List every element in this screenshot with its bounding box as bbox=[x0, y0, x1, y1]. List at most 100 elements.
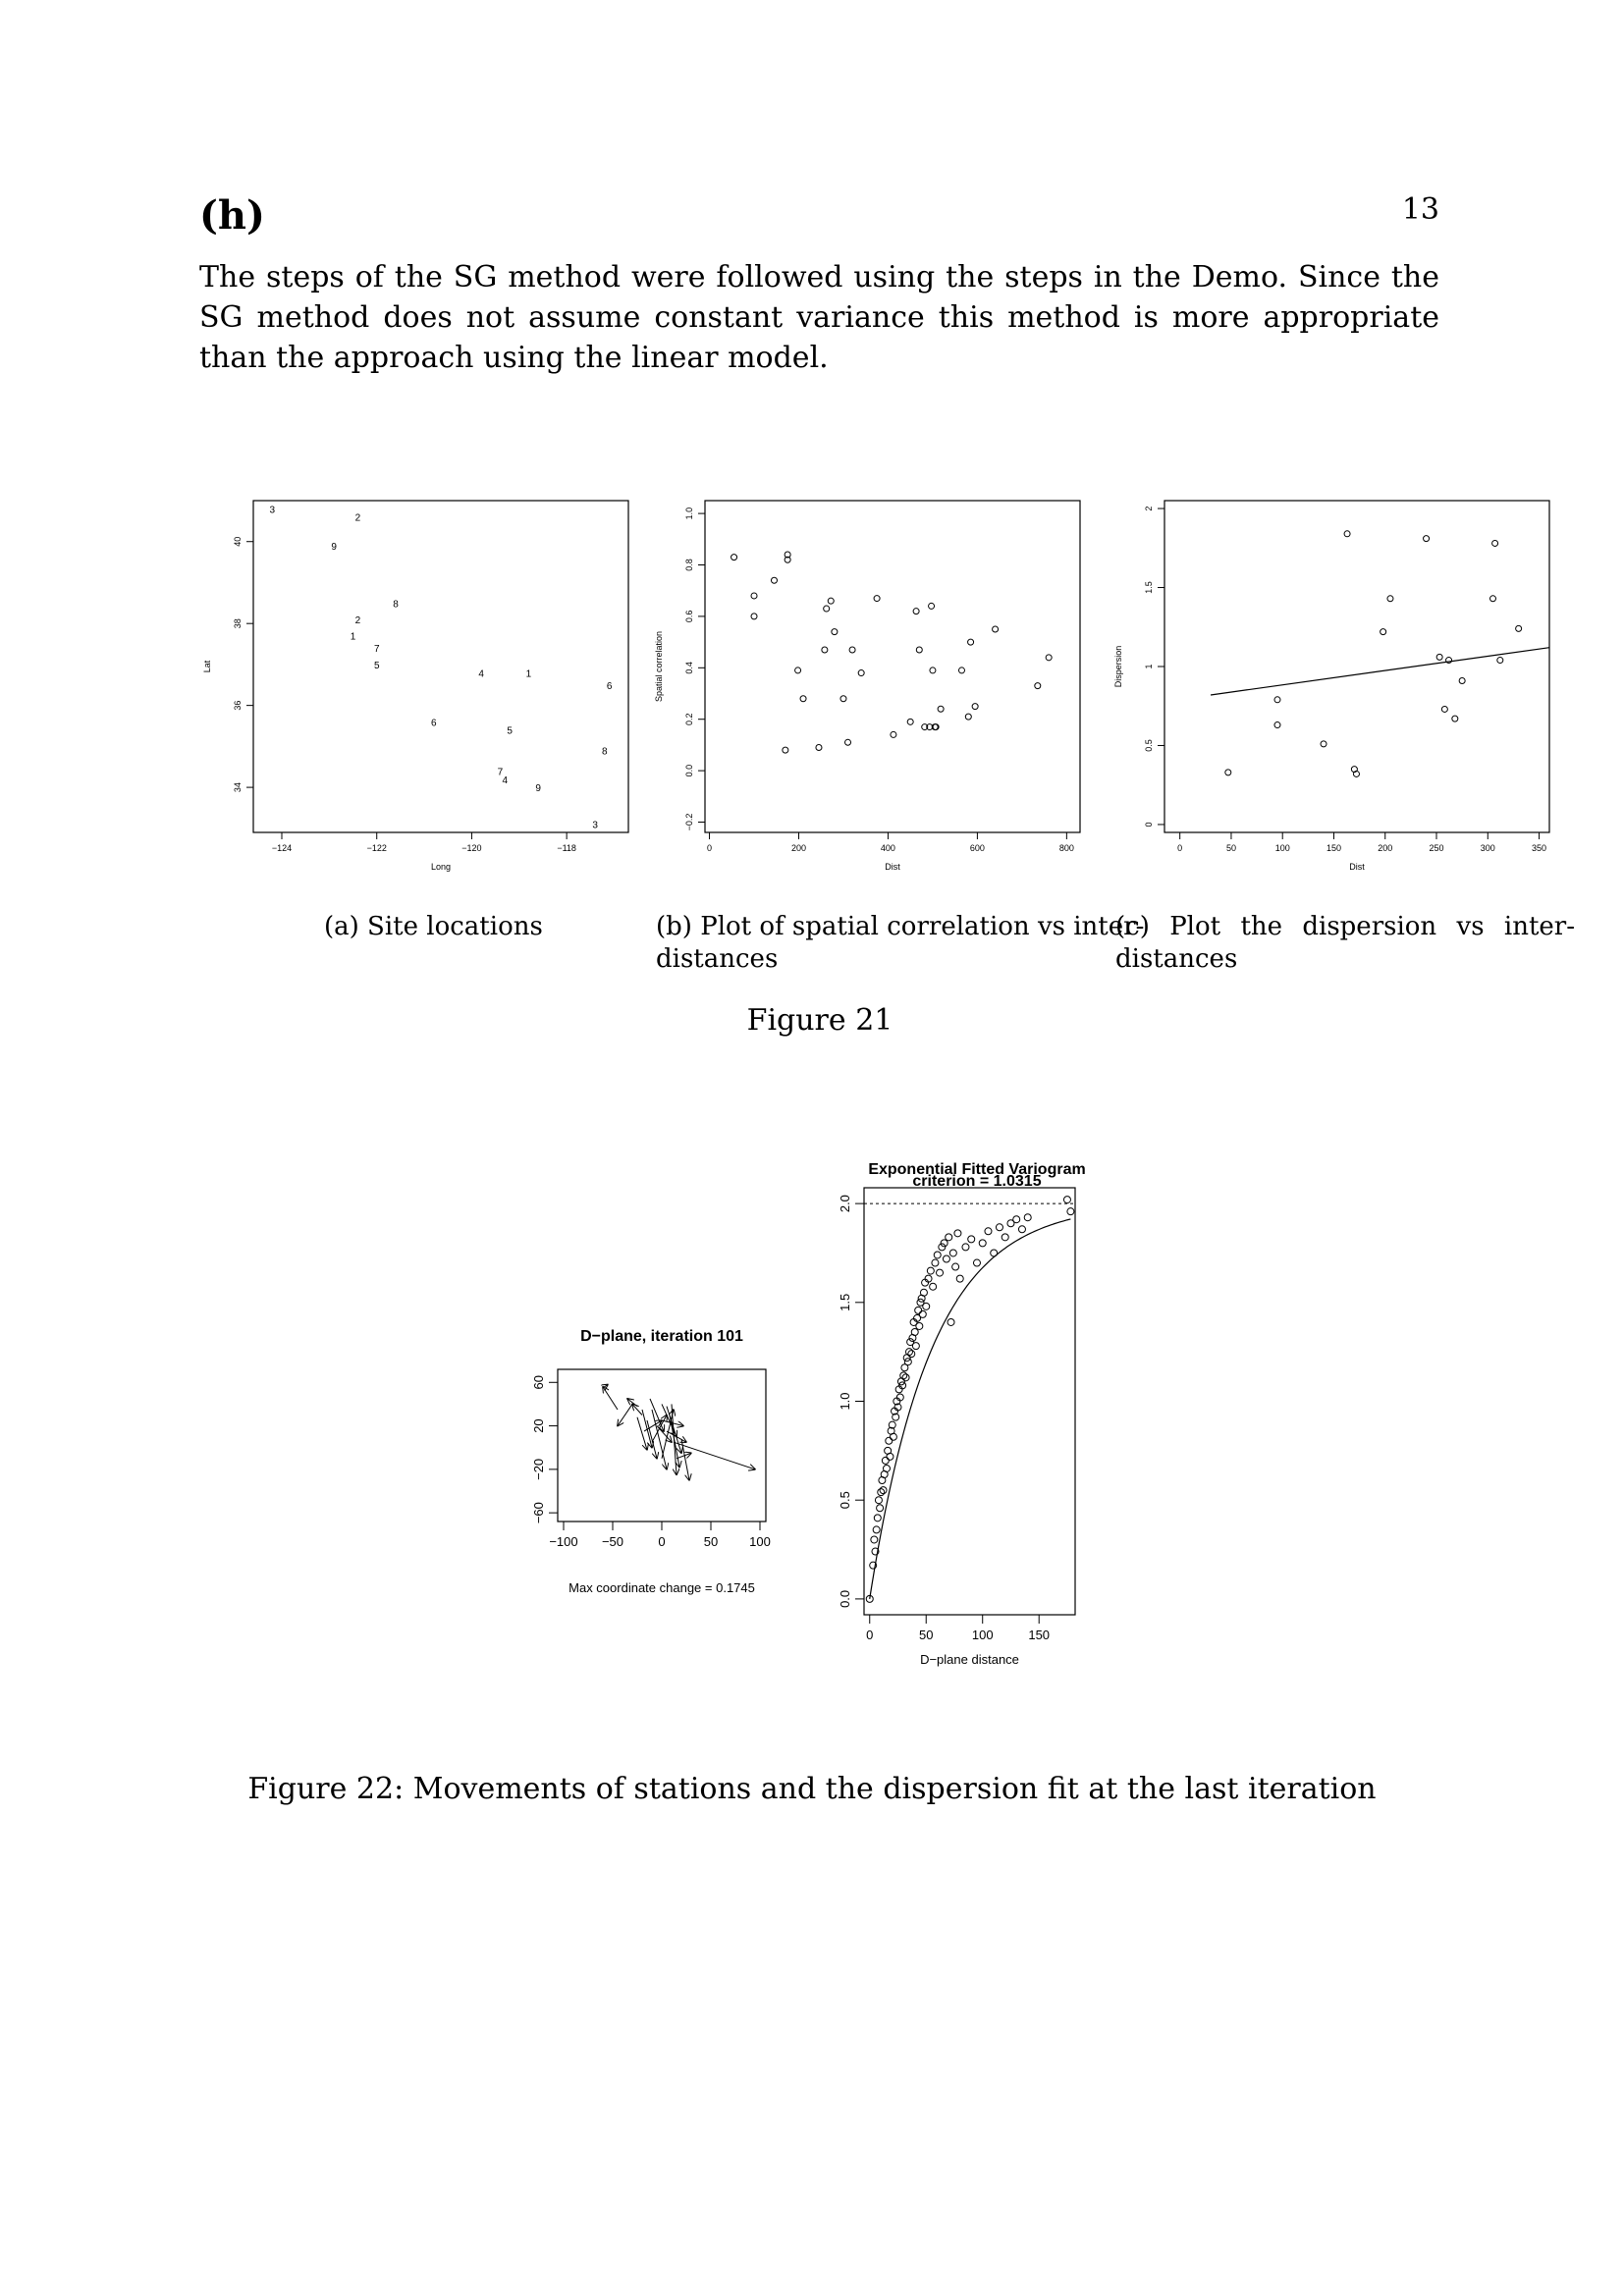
station-move-arrow bbox=[661, 1410, 674, 1459]
subcaption-a: (a) Site locations bbox=[324, 912, 543, 941]
variogram-point bbox=[947, 1317, 955, 1326]
station-move-arrow bbox=[676, 1453, 691, 1460]
variogram-xtick-label: 100 bbox=[972, 1628, 994, 1642]
correlation-point bbox=[782, 746, 789, 754]
variogram-point bbox=[961, 1243, 970, 1252]
dispersion-point bbox=[1440, 705, 1448, 713]
correlation-point bbox=[957, 667, 965, 674]
spatial-correlation-ytick-label: 0.6 bbox=[684, 611, 694, 623]
dplane-title: D−plane, iteration 101 bbox=[580, 1328, 743, 1345]
correlation-point bbox=[750, 592, 758, 600]
correlation-point bbox=[929, 667, 937, 674]
d-plane-ytick-label: 20 bbox=[531, 1418, 546, 1432]
site-point: 4 bbox=[478, 668, 484, 679]
correlation-point bbox=[821, 646, 829, 654]
variogram-point bbox=[892, 1413, 900, 1421]
dispersion-frame bbox=[1164, 500, 1550, 833]
dispersion-point bbox=[1423, 535, 1431, 543]
spatial-correlation-ytick-label: −0.2 bbox=[684, 814, 694, 831]
variogram-point bbox=[911, 1342, 920, 1351]
correlation-point bbox=[921, 723, 929, 731]
subcaption-b-line2: distances bbox=[656, 944, 779, 974]
page-number: 13 bbox=[1401, 192, 1439, 227]
d-plane-xtick-label: −50 bbox=[602, 1534, 623, 1549]
dispersion-point bbox=[1380, 628, 1387, 636]
variogram-point bbox=[893, 1403, 902, 1412]
site-point: 4 bbox=[502, 775, 508, 786]
variogram-point bbox=[900, 1363, 909, 1372]
variogram-frame bbox=[863, 1187, 1076, 1616]
intro-paragraph: The steps of the SG method were followed… bbox=[199, 260, 1439, 375]
figure-22: −100 −50 0 50 100 −60 −20 20 60 D−plane, iteratio… bbox=[531, 1161, 1086, 1667]
spatial-correlation-frame bbox=[704, 500, 1081, 833]
dispersion-point bbox=[1224, 769, 1232, 776]
figure-21: −124 −122 −120 −11834363840LongLat329821754… bbox=[202, 500, 1550, 872]
d-plane-plot: −100 −50 0 50 100 −60 −20 20 60 bbox=[531, 1368, 771, 1549]
site-point: 3 bbox=[270, 505, 276, 515]
site-point: 5 bbox=[507, 726, 513, 737]
correlation-point bbox=[815, 744, 823, 752]
variogram-point bbox=[1023, 1213, 1032, 1222]
station-move-arrow bbox=[666, 1430, 686, 1442]
dispersion-xtick-label: 50 bbox=[1226, 843, 1236, 853]
correlation-point bbox=[799, 695, 807, 703]
variogram-point bbox=[871, 1547, 880, 1556]
station-move-arrow bbox=[646, 1419, 657, 1459]
variogram-ytick-label: 1.5 bbox=[838, 1294, 852, 1311]
site-point: 9 bbox=[535, 783, 541, 794]
dispersion-ytick-label: 0 bbox=[1144, 822, 1154, 827]
spatial-correlation-xlabel: Dist bbox=[885, 862, 900, 872]
site-locations-ytick-label: 38 bbox=[233, 618, 243, 628]
variogram-point bbox=[873, 1514, 882, 1522]
station-move-arrow bbox=[651, 1409, 667, 1469]
variogram-point bbox=[881, 1456, 890, 1465]
variogram-point bbox=[938, 1243, 947, 1252]
correlation-point bbox=[794, 667, 802, 674]
correlation-point bbox=[839, 695, 847, 703]
spatial-correlation-plot: 0 200 400 600 800 −0.2 0.0 0.2 0.4 0.6 0.8 1.0 Dist S… bbox=[654, 500, 1081, 872]
d-plane-ytick-label: 60 bbox=[531, 1375, 546, 1389]
dispersion-point bbox=[1320, 740, 1327, 748]
variogram-ytick-label: 0.0 bbox=[838, 1590, 852, 1608]
dispersion-point bbox=[1273, 696, 1281, 704]
variogram-point bbox=[931, 1258, 940, 1267]
variogram-point bbox=[879, 1486, 888, 1495]
correlation-point bbox=[784, 551, 791, 559]
dispersion-xtick-label: 250 bbox=[1429, 843, 1443, 853]
spatial-correlation-xtick-label: 600 bbox=[970, 843, 985, 853]
station-move-arrow bbox=[669, 1415, 679, 1468]
spatial-correlation-ytick-label: 0.4 bbox=[684, 662, 694, 674]
site-locations-xtick-label: −120 bbox=[461, 843, 481, 853]
dispersion-xtick-label: 100 bbox=[1275, 843, 1290, 853]
station-move-arrow bbox=[673, 1441, 755, 1469]
dispersion-xtick-label: 150 bbox=[1326, 843, 1341, 853]
d-plane-xtick-label: 0 bbox=[658, 1534, 665, 1549]
dispersion-point bbox=[1496, 657, 1504, 665]
dispersion-point bbox=[1491, 539, 1499, 547]
dispersion-ytick-label: 1 bbox=[1144, 664, 1154, 668]
spatial-correlation-ylabel: Spatial correlation bbox=[654, 631, 664, 702]
dispersion-point bbox=[1445, 657, 1453, 665]
site-locations-ytick-label: 40 bbox=[233, 537, 243, 547]
variogram-point bbox=[1017, 1225, 1026, 1234]
variogram-point bbox=[877, 1488, 886, 1497]
variogram-point bbox=[945, 1233, 953, 1242]
spatial-correlation-xtick-label: 200 bbox=[791, 843, 806, 853]
variogram-title: Exponential Fitted Variogram bbox=[868, 1161, 1085, 1178]
dispersion-point bbox=[1273, 721, 1281, 729]
subcaption-c-line1: (c) Plot the dispersion vs inter- bbox=[1115, 912, 1575, 941]
correlation-point bbox=[827, 597, 835, 605]
variogram-point bbox=[914, 1306, 923, 1314]
site-locations-ytick-label: 34 bbox=[233, 782, 243, 792]
station-move-arrow bbox=[632, 1404, 643, 1415]
spatial-correlation-xtick-label: 0 bbox=[707, 843, 712, 853]
variogram-point bbox=[919, 1288, 928, 1297]
station-move-arrow bbox=[627, 1399, 638, 1408]
variogram-point bbox=[951, 1262, 960, 1271]
site-point: 9 bbox=[331, 542, 337, 553]
variogram-point bbox=[990, 1249, 999, 1257]
variogram-point bbox=[915, 1321, 924, 1330]
site-point: 7 bbox=[498, 767, 504, 777]
site-locations-ylabel: Lat bbox=[202, 660, 212, 672]
correlation-point bbox=[873, 595, 881, 603]
